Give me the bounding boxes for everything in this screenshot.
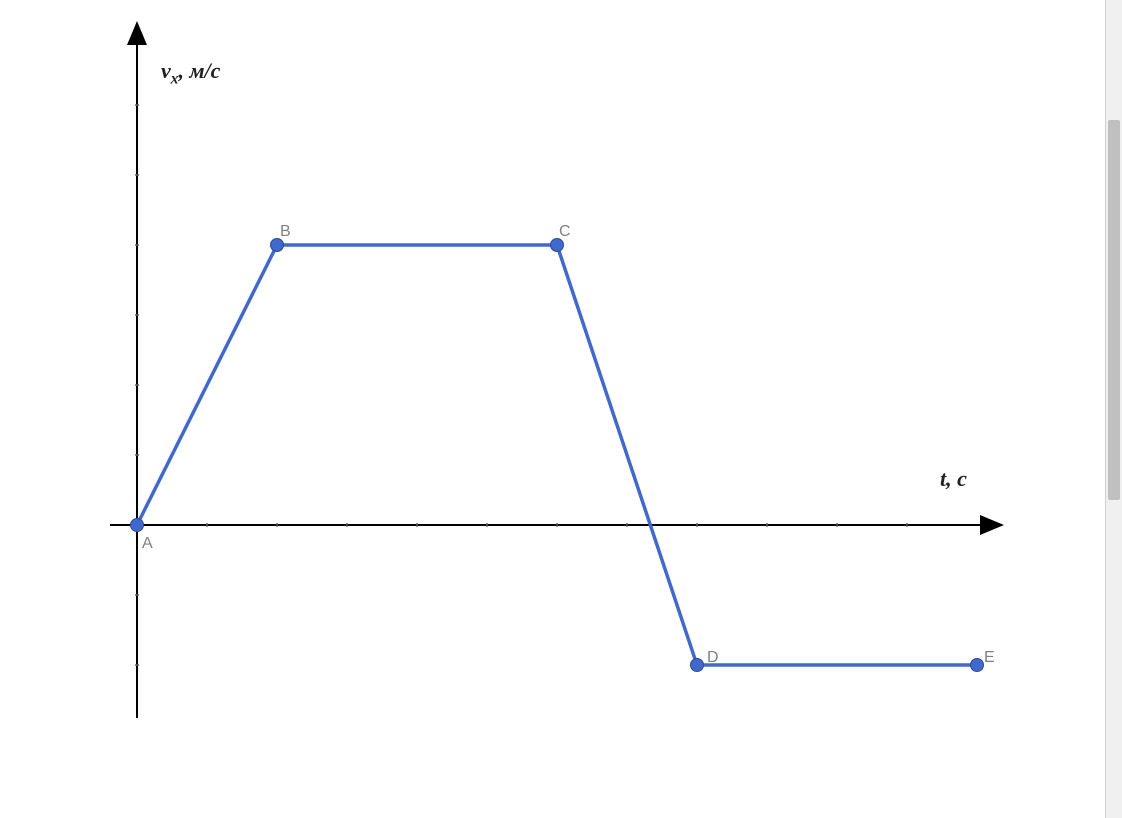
point-label-E: E <box>984 649 995 667</box>
point-label-D: D <box>707 649 719 667</box>
velocity-time-chart <box>0 0 1105 818</box>
chart-series <box>137 245 977 665</box>
point-marker-E <box>971 659 984 672</box>
vertical-scrollbar[interactable] <box>1105 0 1122 818</box>
scrollbar-thumb[interactable] <box>1108 120 1120 500</box>
chart-ticks <box>135 105 907 665</box>
chart-points <box>131 239 984 672</box>
point-label-B: B <box>280 223 291 241</box>
chart-page: vx, м/с t, с A B C D E <box>0 0 1105 818</box>
x-axis-label: t, с <box>940 466 967 492</box>
point-label-C: C <box>559 223 571 241</box>
y-axis-label: vx, м/с <box>161 58 220 88</box>
point-marker-A <box>131 519 144 532</box>
point-marker-D <box>691 659 704 672</box>
chart-axes <box>110 25 1000 718</box>
point-label-A: A <box>142 535 153 553</box>
